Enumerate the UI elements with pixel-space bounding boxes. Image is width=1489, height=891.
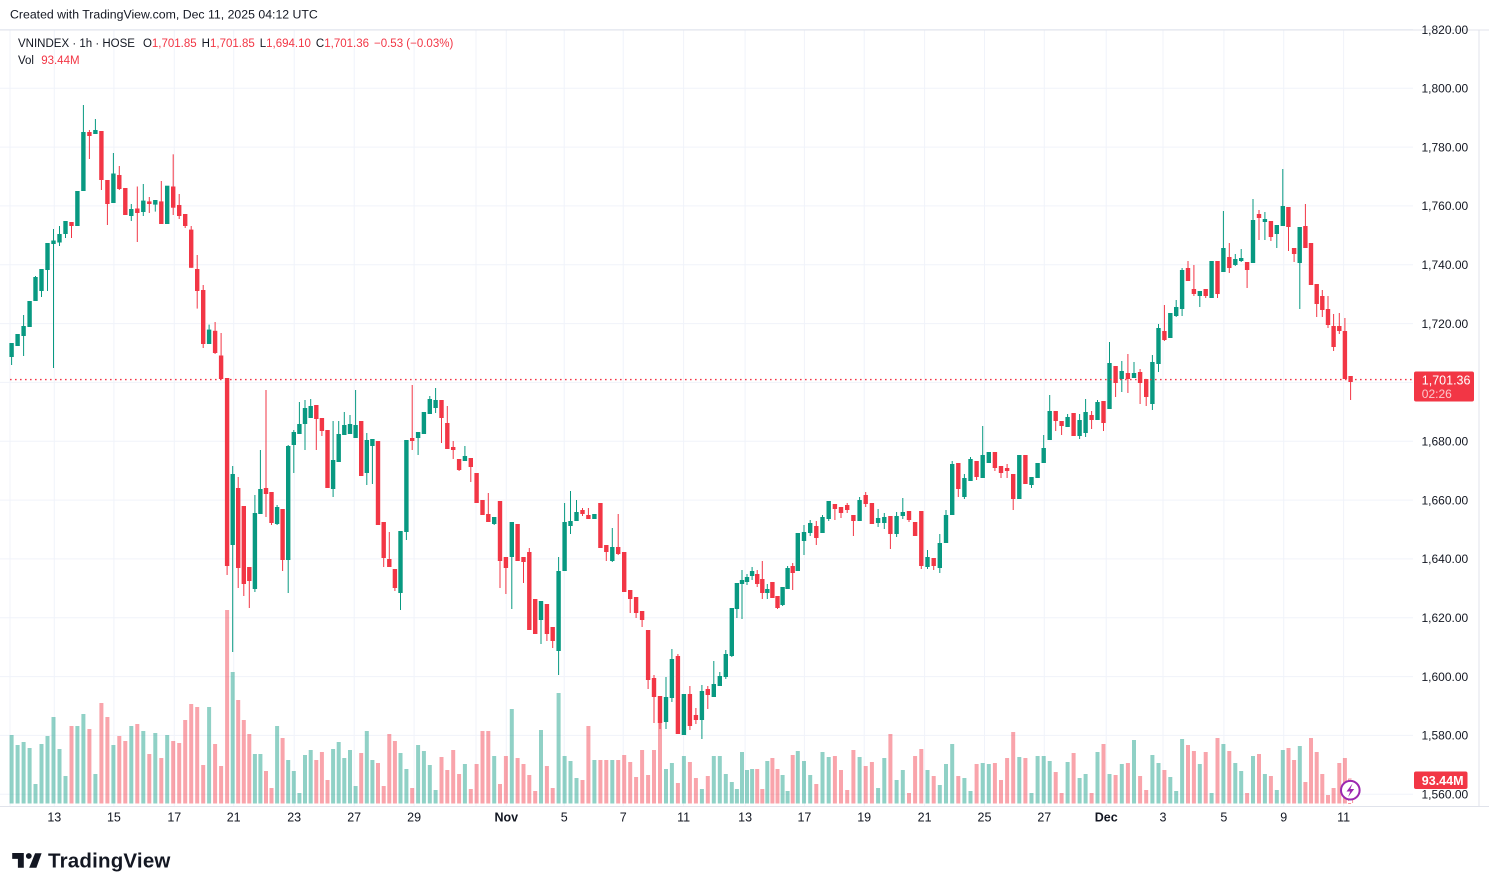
svg-text:27: 27: [1037, 811, 1051, 825]
svg-text:1,680.00: 1,680.00: [1422, 435, 1469, 449]
svg-text:TradingView: TradingView: [48, 850, 171, 873]
svg-text:Vol 93.44M: Vol 93.44M: [18, 55, 80, 67]
svg-text:1,760.00: 1,760.00: [1422, 199, 1469, 213]
svg-text:21: 21: [227, 811, 241, 825]
svg-text:Nov: Nov: [494, 811, 518, 825]
svg-text:1,701.36: 1,701.36: [1422, 374, 1471, 388]
svg-text:25: 25: [978, 811, 992, 825]
svg-text:7: 7: [620, 811, 627, 825]
svg-text:1,560.00: 1,560.00: [1422, 788, 1469, 802]
svg-text:21: 21: [918, 811, 932, 825]
svg-text:Dec: Dec: [1095, 811, 1118, 825]
svg-text:29: 29: [407, 811, 421, 825]
svg-text:11: 11: [677, 811, 690, 825]
svg-text:17: 17: [167, 811, 181, 825]
svg-text:1,640.00: 1,640.00: [1422, 552, 1469, 566]
svg-text:19: 19: [857, 811, 871, 825]
svg-text:15: 15: [107, 811, 121, 825]
svg-text:9: 9: [1280, 811, 1287, 825]
svg-text:02:26: 02:26: [1422, 387, 1452, 401]
svg-text:13: 13: [47, 811, 61, 825]
svg-text:1,820.00: 1,820.00: [1422, 23, 1469, 37]
svg-text:3: 3: [1160, 811, 1167, 825]
svg-text:1,740.00: 1,740.00: [1422, 258, 1469, 272]
svg-text:5: 5: [1220, 811, 1227, 825]
svg-text:5: 5: [561, 811, 568, 825]
svg-text:1,660.00: 1,660.00: [1422, 493, 1469, 507]
svg-text:17: 17: [797, 811, 811, 825]
svg-text:1,800.00: 1,800.00: [1422, 82, 1469, 96]
svg-text:11: 11: [1337, 811, 1350, 825]
svg-text:13: 13: [738, 811, 752, 825]
svg-text:1,580.00: 1,580.00: [1422, 729, 1469, 743]
svg-text:23: 23: [287, 811, 301, 825]
svg-text:27: 27: [347, 811, 361, 825]
svg-text:1,720.00: 1,720.00: [1422, 317, 1469, 331]
svg-text:93.44M: 93.44M: [1422, 774, 1464, 788]
svg-text:1,780.00: 1,780.00: [1422, 140, 1469, 154]
svg-text:Created with TradingView.com,: Created with TradingView.com, Dec 11, 20…: [10, 8, 318, 22]
svg-text:1,600.00: 1,600.00: [1422, 670, 1469, 684]
svg-text:1,620.00: 1,620.00: [1422, 611, 1469, 625]
